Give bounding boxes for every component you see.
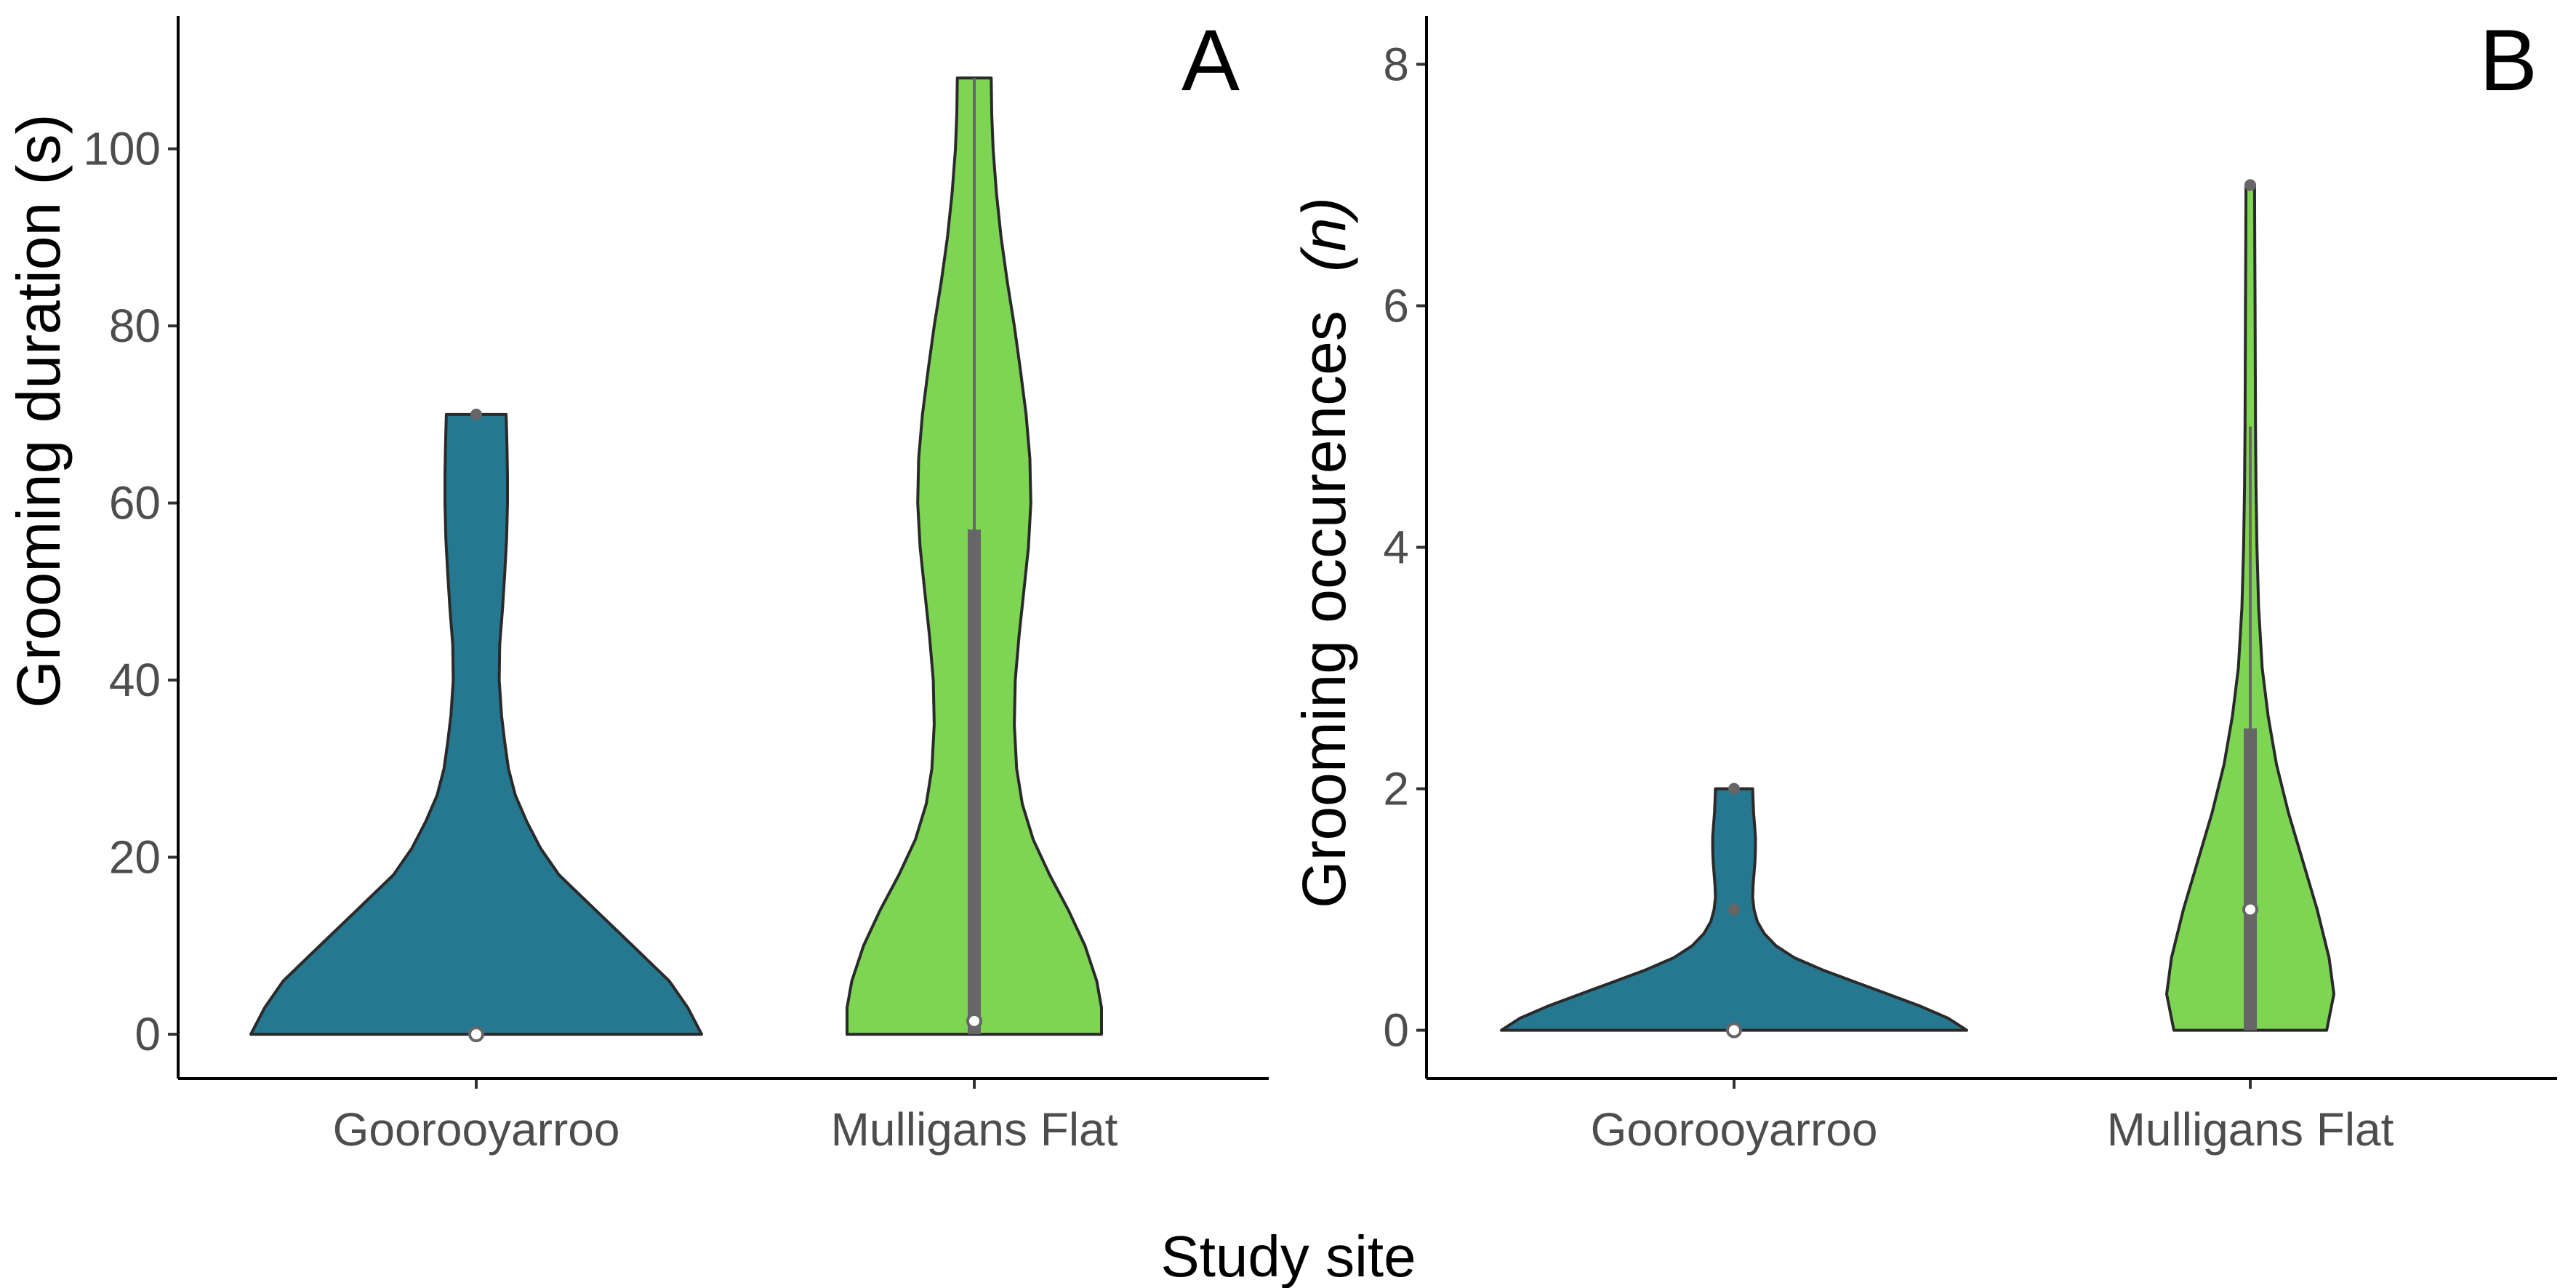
panel-b-y-label-main: Grooming occurences [1290, 311, 1358, 908]
panel-b-y-ticks: 0 2 4 6 8 [1383, 38, 1427, 1057]
y-tick-label: 80 [109, 300, 161, 352]
y-tick-label: 0 [135, 1008, 161, 1060]
x-tick-label: Goorooyarroo [333, 1103, 620, 1156]
panel-b-violins [1500, 179, 2335, 1039]
y-tick-label: 0 [1383, 1004, 1409, 1057]
y-tick-label: 8 [1383, 38, 1409, 90]
median-point-0 [1726, 1022, 1742, 1039]
y-tick-label: 40 [109, 654, 161, 706]
panel-a-x-ticks: Goorooyarroo Mulligans Flat [333, 1079, 1118, 1156]
panel-a-y-label: Grooming duration (s) [4, 114, 73, 708]
y-tick-label: 60 [109, 477, 161, 529]
x-tick-label: Goorooyarroo [1591, 1103, 1878, 1156]
outlier-point [470, 408, 482, 420]
box-1 [968, 529, 981, 1035]
outlier-point [1728, 903, 1740, 916]
median-point-0 [468, 1026, 484, 1043]
panel-b: 0 2 4 6 8 Goorooyarroo Mulligans Flat Groomin… [1290, 12, 2557, 1156]
y-tick-label: 6 [1383, 279, 1409, 332]
y-tick-label: 2 [1383, 763, 1409, 815]
panel-a-y-ticks: 0 20 40 60 80 100 [83, 123, 178, 1060]
outlier-point [2244, 179, 2256, 191]
y-tick-label: 20 [109, 831, 161, 884]
outlier-point [1728, 783, 1740, 795]
median-point-1 [966, 1012, 982, 1029]
median-point-1 [2242, 901, 2258, 918]
panel-b-y-label: Grooming occurences (n) [1290, 197, 1358, 908]
y-tick-label: 100 [83, 123, 161, 175]
x-tick-label: Mulligans Flat [831, 1103, 1118, 1156]
panel-a-tag: A [1181, 12, 1240, 109]
y-tick-label: 4 [1383, 521, 1409, 574]
shared-x-axis-label: Study site [1160, 1224, 1416, 1288]
x-tick-label: Mulligans Flat [2107, 1103, 2394, 1156]
panel-b-y-label-italic: (n) [1290, 197, 1358, 272]
box-1 [2244, 728, 2257, 1031]
panel-a-violins [249, 76, 1103, 1043]
panel-b-tag: B [2479, 12, 2537, 109]
panel-b-x-ticks: Goorooyarroo Mulligans Flat [1591, 1079, 2394, 1156]
violin-0 [249, 412, 703, 1036]
